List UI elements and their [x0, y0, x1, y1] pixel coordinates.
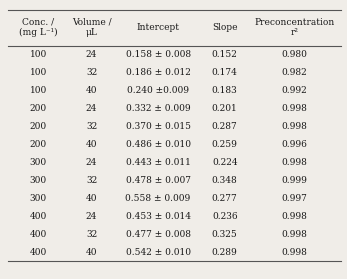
Text: 0.325: 0.325	[212, 230, 238, 239]
Text: Preconcentration
r²: Preconcentration r²	[254, 18, 335, 37]
Text: 0.240 ±0.009: 0.240 ±0.009	[127, 86, 189, 95]
Text: 0.998: 0.998	[282, 247, 307, 257]
Text: 0.287: 0.287	[212, 122, 238, 131]
Text: 0.992: 0.992	[282, 86, 307, 95]
Text: 40: 40	[86, 194, 97, 203]
Text: 0.174: 0.174	[212, 68, 238, 77]
Text: 40: 40	[86, 86, 97, 95]
Text: 0.332 ± 0.009: 0.332 ± 0.009	[126, 104, 191, 113]
Text: 0.201: 0.201	[212, 104, 238, 113]
Text: 0.998: 0.998	[282, 212, 307, 221]
Text: 0.998: 0.998	[282, 158, 307, 167]
Text: 0.443 ± 0.011: 0.443 ± 0.011	[126, 158, 191, 167]
Text: 100: 100	[29, 68, 47, 77]
Text: 100: 100	[29, 86, 47, 95]
Text: 24: 24	[86, 50, 97, 59]
Text: 0.999: 0.999	[282, 176, 307, 185]
Text: 0.289: 0.289	[212, 247, 238, 257]
Text: 0.980: 0.980	[282, 50, 307, 59]
Text: 0.982: 0.982	[282, 68, 307, 77]
Text: 32: 32	[86, 230, 97, 239]
Text: 100: 100	[29, 50, 47, 59]
Text: 0.277: 0.277	[212, 194, 238, 203]
Text: 32: 32	[86, 122, 97, 131]
Text: 0.996: 0.996	[282, 140, 307, 149]
Text: Intercept: Intercept	[137, 23, 180, 32]
Text: 0.477 ± 0.008: 0.477 ± 0.008	[126, 230, 191, 239]
Text: 400: 400	[29, 230, 47, 239]
Text: 0.186 ± 0.012: 0.186 ± 0.012	[126, 68, 191, 77]
Text: 0.236: 0.236	[212, 212, 238, 221]
Text: 0.486 ± 0.010: 0.486 ± 0.010	[126, 140, 191, 149]
Text: 0.453 ± 0.014: 0.453 ± 0.014	[126, 212, 191, 221]
Text: 0.997: 0.997	[282, 194, 307, 203]
Text: 24: 24	[86, 104, 97, 113]
Text: 300: 300	[29, 194, 47, 203]
Text: 32: 32	[86, 68, 97, 77]
Text: 0.152: 0.152	[212, 50, 238, 59]
Text: 0.259: 0.259	[212, 140, 238, 149]
Text: 0.183: 0.183	[212, 86, 238, 95]
Text: 200: 200	[29, 122, 47, 131]
Text: 0.224: 0.224	[212, 158, 238, 167]
Text: 0.158 ± 0.008: 0.158 ± 0.008	[126, 50, 191, 59]
Text: 0.998: 0.998	[282, 104, 307, 113]
Text: Slope: Slope	[212, 23, 237, 32]
Text: 40: 40	[86, 247, 97, 257]
Text: 200: 200	[29, 140, 47, 149]
Text: 0.478 ± 0.007: 0.478 ± 0.007	[126, 176, 191, 185]
Text: 300: 300	[29, 176, 47, 185]
Text: 400: 400	[29, 247, 47, 257]
Text: 0.558 ± 0.009: 0.558 ± 0.009	[126, 194, 191, 203]
Text: 0.370 ± 0.015: 0.370 ± 0.015	[126, 122, 191, 131]
Text: 0.998: 0.998	[282, 230, 307, 239]
Text: 24: 24	[86, 158, 97, 167]
Text: 0.998: 0.998	[282, 122, 307, 131]
Text: 0.348: 0.348	[212, 176, 238, 185]
Text: 40: 40	[86, 140, 97, 149]
Text: 32: 32	[86, 176, 97, 185]
Text: 200: 200	[29, 104, 47, 113]
Text: 300: 300	[29, 158, 47, 167]
Text: Conc. /
(mg L⁻¹): Conc. / (mg L⁻¹)	[19, 18, 58, 37]
Text: 400: 400	[29, 212, 47, 221]
Text: 24: 24	[86, 212, 97, 221]
Text: Volume /
μL: Volume / μL	[72, 18, 111, 37]
Text: 0.542 ± 0.010: 0.542 ± 0.010	[126, 247, 191, 257]
